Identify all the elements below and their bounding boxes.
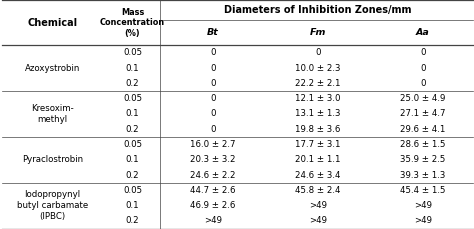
Text: 24.6 ± 3.4: 24.6 ± 3.4 — [295, 171, 341, 180]
Text: 28.6 ± 1.5: 28.6 ± 1.5 — [400, 140, 446, 149]
Text: 0: 0 — [420, 79, 426, 88]
Text: 20.3 ± 3.2: 20.3 ± 3.2 — [190, 155, 236, 164]
Text: 0.2: 0.2 — [126, 216, 139, 225]
Text: >49: >49 — [309, 201, 327, 210]
Text: Pyraclostrobin: Pyraclostrobin — [22, 155, 83, 164]
Text: 0.05: 0.05 — [123, 186, 142, 195]
Text: 20.1 ± 1.1: 20.1 ± 1.1 — [295, 155, 341, 164]
Text: Chemical: Chemical — [27, 18, 78, 28]
Text: 0.05: 0.05 — [123, 48, 142, 57]
Text: 44.7 ± 2.6: 44.7 ± 2.6 — [190, 186, 236, 195]
Text: 19.8 ± 3.6: 19.8 ± 3.6 — [295, 125, 340, 134]
Text: 13.1 ± 1.3: 13.1 ± 1.3 — [295, 109, 341, 118]
Text: 10.0 ± 2.3: 10.0 ± 2.3 — [295, 63, 341, 73]
Text: Azoxystrobin: Azoxystrobin — [25, 63, 80, 73]
Text: Mass
Concentration
(%): Mass Concentration (%) — [100, 8, 165, 38]
Text: 0: 0 — [210, 79, 215, 88]
Text: Kresoxim-
methyl: Kresoxim- methyl — [31, 104, 74, 124]
Text: 0: 0 — [210, 63, 215, 73]
Text: Diameters of Inhibition Zones/mm: Diameters of Inhibition Zones/mm — [224, 5, 411, 15]
Text: >49: >49 — [309, 216, 327, 225]
Text: >49: >49 — [204, 216, 222, 225]
Text: Iodopropynyl
butyl carbamate
(IPBC): Iodopropynyl butyl carbamate (IPBC) — [17, 190, 88, 221]
Text: 0: 0 — [210, 48, 215, 57]
Text: 22.2 ± 2.1: 22.2 ± 2.1 — [295, 79, 341, 88]
Text: Fm: Fm — [310, 28, 326, 37]
Text: 0: 0 — [210, 94, 215, 103]
Text: >49: >49 — [414, 201, 432, 210]
Text: 35.9 ± 2.5: 35.9 ± 2.5 — [400, 155, 446, 164]
Text: 17.7 ± 3.1: 17.7 ± 3.1 — [295, 140, 341, 149]
Text: 0: 0 — [420, 63, 426, 73]
Text: 12.1 ± 3.0: 12.1 ± 3.0 — [295, 94, 341, 103]
Text: 0.1: 0.1 — [126, 109, 139, 118]
Text: 0.2: 0.2 — [126, 171, 139, 180]
Text: 0: 0 — [210, 109, 215, 118]
Text: 45.8 ± 2.4: 45.8 ± 2.4 — [295, 186, 341, 195]
Text: 0.1: 0.1 — [126, 201, 139, 210]
Text: 0.1: 0.1 — [126, 155, 139, 164]
Text: 24.6 ± 2.2: 24.6 ± 2.2 — [190, 171, 236, 180]
Text: 27.1 ± 4.7: 27.1 ± 4.7 — [400, 109, 446, 118]
Text: 0.05: 0.05 — [123, 94, 142, 103]
Text: 45.4 ± 1.5: 45.4 ± 1.5 — [400, 186, 446, 195]
Text: 0.2: 0.2 — [126, 125, 139, 134]
Text: >49: >49 — [414, 216, 432, 225]
Text: 0.1: 0.1 — [126, 63, 139, 73]
Text: 0: 0 — [315, 48, 320, 57]
Text: 29.6 ± 4.1: 29.6 ± 4.1 — [400, 125, 446, 134]
Text: 46.9 ± 2.6: 46.9 ± 2.6 — [190, 201, 236, 210]
Text: 0: 0 — [210, 125, 215, 134]
Text: 0: 0 — [420, 48, 426, 57]
Text: Bt: Bt — [207, 28, 219, 37]
Text: 0.2: 0.2 — [126, 79, 139, 88]
Text: 16.0 ± 2.7: 16.0 ± 2.7 — [190, 140, 236, 149]
Text: Aa: Aa — [416, 28, 430, 37]
Text: 25.0 ± 4.9: 25.0 ± 4.9 — [400, 94, 446, 103]
Text: 39.3 ± 1.3: 39.3 ± 1.3 — [400, 171, 446, 180]
Text: 0.05: 0.05 — [123, 140, 142, 149]
